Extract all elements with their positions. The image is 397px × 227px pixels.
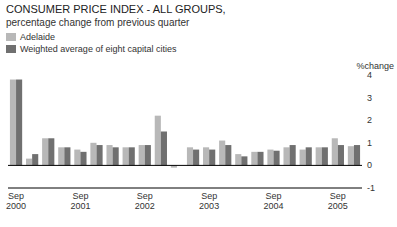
bar: [203, 147, 209, 165]
bar: [300, 150, 306, 166]
bar: [90, 143, 96, 166]
x-tick-label: Sep2000: [6, 191, 26, 211]
bar: [42, 138, 48, 165]
bar: [155, 116, 161, 166]
bar: [241, 156, 247, 165]
bar: [129, 147, 135, 165]
bar: [251, 152, 257, 166]
bar: [145, 145, 151, 165]
bar: [58, 147, 64, 165]
bar: [219, 141, 225, 166]
y-tick-label: 3: [367, 93, 372, 103]
legend: Adelaide Weighted average of eight capita…: [6, 32, 177, 54]
bar: [10, 80, 16, 166]
bar: [80, 152, 86, 166]
y-axis-label: %change: [356, 61, 394, 71]
legend-label: Weighted average of eight capital cities: [20, 44, 177, 54]
y-tick-label: 4: [367, 70, 372, 80]
title: CONSUMER PRICE INDEX - ALL GROUPS,: [6, 3, 226, 15]
bar: [209, 150, 215, 166]
x-tick-label: Sep2005: [328, 191, 348, 211]
x-tick-label: Sep2004: [263, 191, 283, 211]
x-axis-line: [8, 188, 362, 189]
legend-swatch: [6, 45, 16, 53]
bar: [113, 147, 119, 165]
x-tick-label: Sep2002: [135, 191, 155, 211]
x-tick-label: Sep2003: [199, 191, 219, 211]
x-tick-label: Sep2001: [70, 191, 90, 211]
bar: [316, 147, 322, 165]
bar: [64, 147, 70, 165]
bar: [48, 138, 54, 165]
bar: [139, 145, 145, 165]
y-tick-label: 1: [367, 138, 372, 148]
bar: [290, 145, 296, 165]
subtitle: percentage change from previous quarter: [6, 17, 190, 28]
bar: [97, 145, 103, 165]
bar: [225, 145, 231, 165]
bar: [161, 132, 167, 166]
bar: [16, 80, 22, 166]
bar: [332, 138, 338, 165]
chart: CONSUMER PRICE INDEX - ALL GROUPS, percen…: [0, 0, 397, 227]
bar: [306, 147, 312, 165]
bars: [10, 80, 360, 168]
bar: [348, 146, 354, 165]
bar: [274, 151, 280, 166]
y-tick-label: 2: [367, 115, 372, 125]
bar: [354, 145, 360, 165]
zero-line: [8, 165, 362, 166]
bar: [106, 145, 112, 165]
bar: [193, 150, 199, 166]
bar: [32, 154, 38, 165]
y-tick-label: -1: [367, 183, 375, 193]
bar: [123, 147, 129, 165]
bar: [187, 147, 193, 165]
legend-swatch: [6, 33, 16, 41]
bar: [235, 154, 241, 165]
y-tick-label: 0: [367, 160, 372, 170]
legend-label: Adelaide: [20, 32, 55, 42]
bar: [283, 147, 289, 165]
bar: [74, 150, 80, 166]
bar: [257, 152, 263, 166]
bar: [267, 150, 273, 166]
bar: [322, 147, 328, 165]
bar: [338, 145, 344, 165]
bar: [26, 159, 32, 166]
